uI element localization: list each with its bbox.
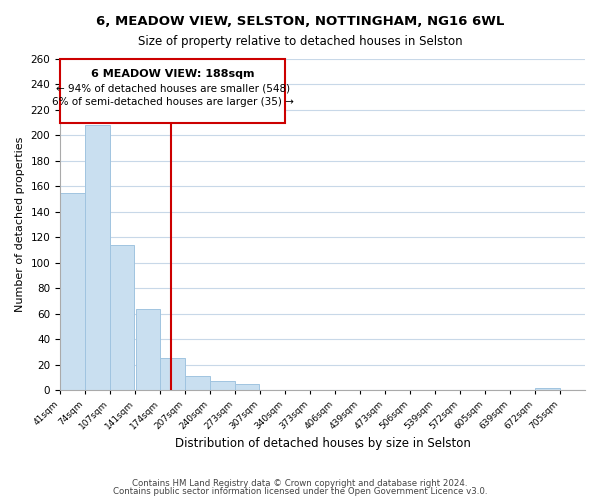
Y-axis label: Number of detached properties: Number of detached properties [15,137,25,312]
Bar [535,388,560,390]
Text: Contains HM Land Registry data © Crown copyright and database right 2024.: Contains HM Land Registry data © Crown c… [132,478,468,488]
FancyBboxPatch shape [60,59,285,122]
Bar [110,245,134,390]
Bar [160,358,185,390]
Text: ← 94% of detached houses are smaller (548): ← 94% of detached houses are smaller (54… [56,83,290,93]
Text: Contains public sector information licensed under the Open Government Licence v3: Contains public sector information licen… [113,487,487,496]
Bar [185,376,210,390]
Text: Size of property relative to detached houses in Selston: Size of property relative to detached ho… [137,35,463,48]
Bar [210,382,235,390]
Text: 6, MEADOW VIEW, SELSTON, NOTTINGHAM, NG16 6WL: 6, MEADOW VIEW, SELSTON, NOTTINGHAM, NG1… [96,15,504,28]
Bar [60,193,85,390]
Text: 6 MEADOW VIEW: 188sqm: 6 MEADOW VIEW: 188sqm [91,69,254,79]
Text: 6% of semi-detached houses are larger (35) →: 6% of semi-detached houses are larger (3… [52,97,293,107]
Bar [235,384,259,390]
X-axis label: Distribution of detached houses by size in Selston: Distribution of detached houses by size … [175,437,470,450]
Bar [85,126,110,390]
Bar [136,309,160,390]
